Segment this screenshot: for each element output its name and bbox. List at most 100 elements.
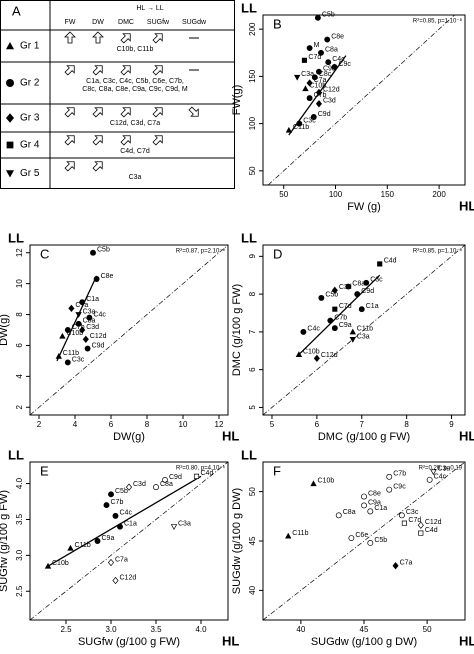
- annotation: R²=0.85, p=1.10⁻⁸: [413, 18, 463, 25]
- x-tick-label: 8: [145, 420, 150, 429]
- data-point: [90, 249, 96, 256]
- data-point: [125, 483, 133, 491]
- y-tick-label: 45: [248, 536, 257, 545]
- identity-line: [267, 14, 455, 186]
- data-point: [193, 473, 200, 479]
- corner-x-label: HL: [459, 428, 474, 443]
- data-point: [306, 45, 313, 51]
- y-tick-label: 10: [15, 279, 24, 288]
- corner-y-label: LL: [241, 447, 257, 462]
- data-point: [367, 540, 374, 546]
- data-point: [67, 544, 74, 551]
- data-point: [306, 79, 313, 87]
- y-tick-label: 7: [248, 329, 257, 334]
- x-axis-label: SUGdw (g/100 g DW): [311, 636, 417, 648]
- point-label: C3a: [178, 520, 191, 527]
- x-tick-label: 10: [179, 420, 188, 429]
- point-label: C10b: [66, 330, 83, 337]
- arrow-icon: [92, 135, 103, 146]
- panel-letter: B: [273, 16, 282, 31]
- data-point: [79, 326, 86, 334]
- arrow-icon: [64, 161, 75, 172]
- data-point: [112, 512, 119, 519]
- point-label: C8c: [319, 71, 332, 78]
- point-label: C12d: [120, 574, 137, 581]
- point-label: C5b: [115, 488, 128, 495]
- data-point: [318, 49, 324, 56]
- arrow-icon: [64, 107, 75, 118]
- y-tick-label: 3.5: [15, 513, 24, 525]
- point-label: C9a: [323, 66, 336, 73]
- data-point: [315, 68, 322, 75]
- data-point: [44, 562, 52, 569]
- y-axis-label: DW(g): [0, 314, 10, 346]
- x-tick-label: 6: [109, 420, 114, 429]
- corner-x-label: HL: [222, 633, 239, 648]
- point-label: C9d: [169, 474, 182, 481]
- corner-y-label: LL: [241, 0, 257, 15]
- y-tick-label: 9: [248, 254, 257, 259]
- y-axis-label: FW(g): [231, 85, 243, 116]
- point-label: C8a: [160, 481, 173, 488]
- point-label: M: [314, 42, 320, 49]
- point-label: C7b: [393, 471, 406, 478]
- arrow-icon: [64, 65, 75, 76]
- y-tick-label: 8: [15, 312, 24, 317]
- arrow-icon: [152, 33, 163, 44]
- data-point: [55, 352, 62, 359]
- point-label: C6e: [355, 532, 368, 539]
- group-name: Gr 1: [20, 41, 40, 52]
- identity-line: [262, 461, 466, 621]
- x-tick-label: 200: [432, 190, 446, 199]
- data-point: [430, 469, 437, 476]
- column-header: FW: [65, 19, 76, 26]
- data-point: [331, 64, 338, 70]
- point-label: C8e: [101, 273, 114, 280]
- y-axis-label: DMC (g/100 g FW): [231, 284, 243, 376]
- point-label: C4c: [93, 311, 106, 318]
- point-label: C5b: [374, 537, 387, 544]
- data-point: [345, 283, 352, 290]
- data-point: [285, 532, 292, 539]
- x-tick-label: 2: [37, 420, 42, 429]
- group-marker: [6, 79, 14, 87]
- data-point: [367, 508, 374, 515]
- data-point: [361, 502, 367, 509]
- x-tick-label: 12: [215, 420, 224, 429]
- point-label: C1a: [124, 520, 137, 527]
- data-point: [349, 337, 356, 343]
- arrow-icon: [120, 33, 131, 44]
- x-tick-label: 6: [315, 420, 320, 429]
- point-label: C7d: [408, 517, 421, 524]
- point-label: C10b: [303, 348, 320, 355]
- point-label: C7a: [115, 556, 128, 563]
- point-label: C1a: [374, 505, 387, 512]
- group-marker: [6, 141, 14, 149]
- point-label: C3c: [370, 277, 383, 284]
- point-label: C8a: [83, 318, 96, 325]
- arrow-icon: [120, 107, 131, 118]
- arrow-icon: [120, 135, 131, 146]
- annotation: R²=0.80, p=4.10⁻⁶: [176, 465, 226, 472]
- group-name: Gr 4: [20, 140, 40, 151]
- group-members: C4d, C7d: [120, 148, 150, 155]
- data-point: [300, 329, 307, 335]
- x-tick-label: 9: [449, 420, 454, 429]
- group-name: Gr 2: [20, 78, 40, 89]
- point-label: C7d: [308, 54, 321, 61]
- x-tick-label: 4: [73, 420, 78, 429]
- data-point: [117, 523, 123, 530]
- point-label: C9d: [361, 288, 374, 295]
- point-label: C1a: [86, 296, 99, 303]
- group-members: C12d, C3d, C7a: [110, 120, 160, 127]
- x-tick-label: 8: [404, 420, 409, 429]
- group-marker: [6, 113, 14, 123]
- data-point: [331, 325, 338, 331]
- corner-x-label: HL: [459, 198, 474, 213]
- data-point: [75, 320, 82, 327]
- point-label: C4d: [425, 527, 438, 534]
- point-label: C3c: [303, 117, 316, 124]
- arrow-icon: [92, 65, 103, 76]
- point-label: C5b: [322, 12, 335, 19]
